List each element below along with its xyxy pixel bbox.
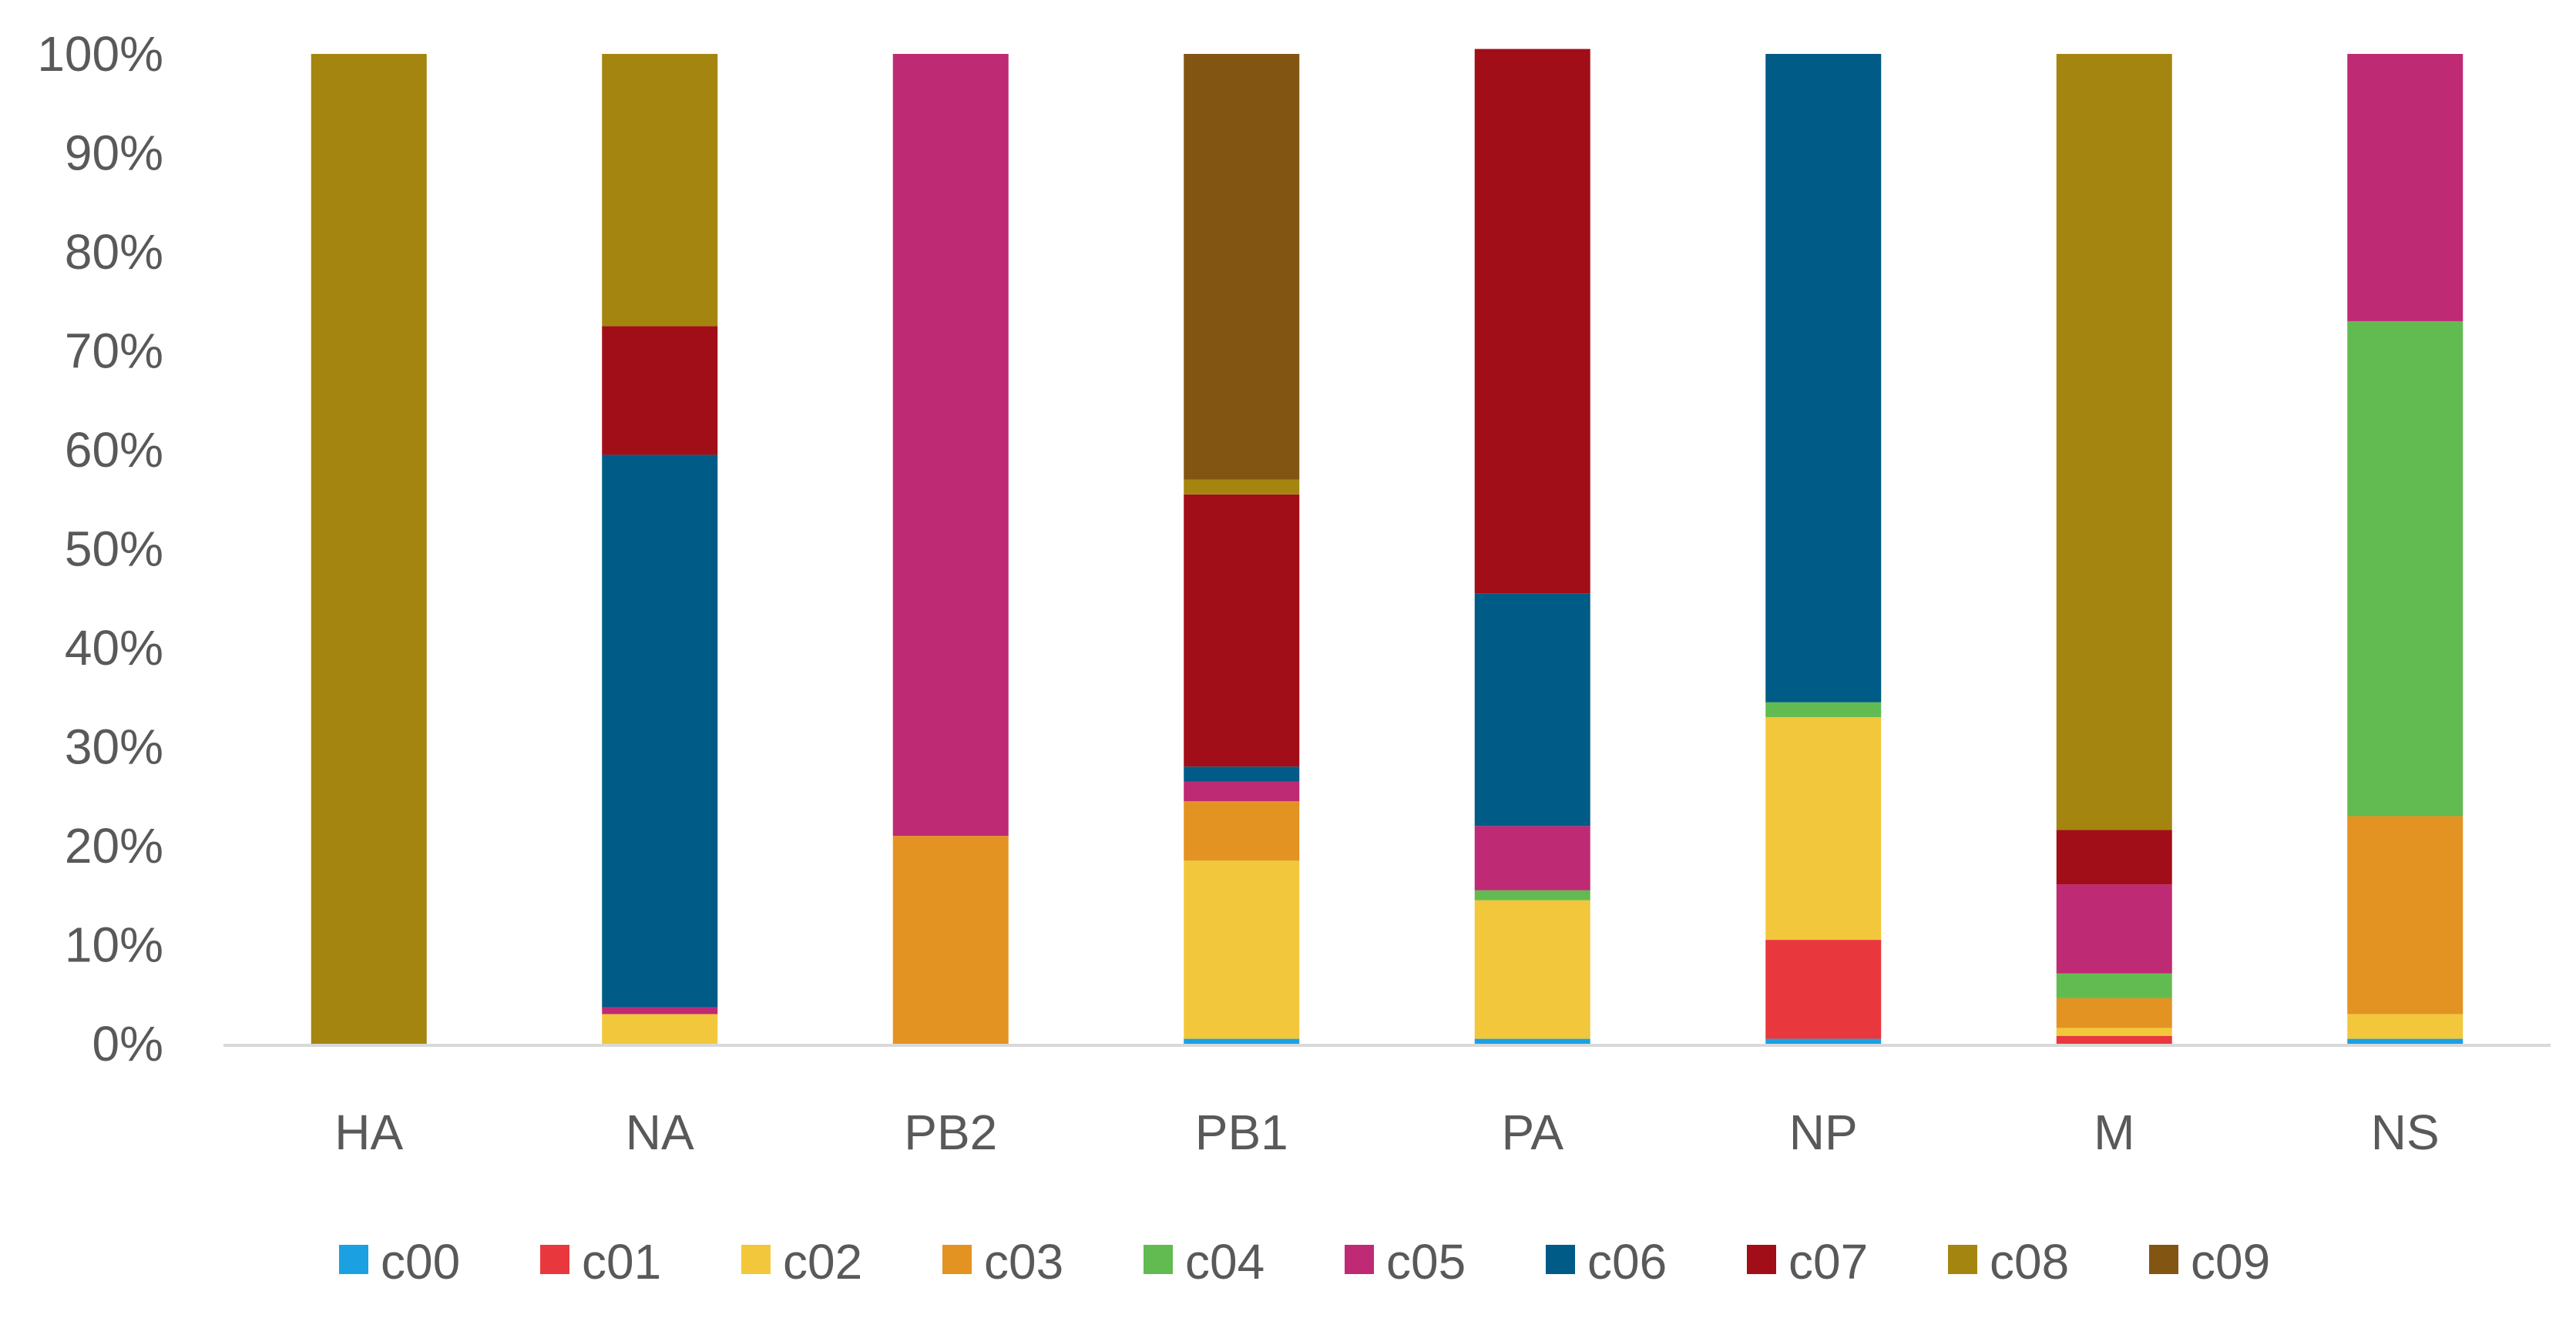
legend-label-c01: c01 bbox=[582, 1234, 661, 1289]
legend-label-c07: c07 bbox=[1788, 1234, 1868, 1289]
legend-swatch-c01 bbox=[540, 1245, 569, 1274]
legend: c00 c01 c02 c03 c04 c05 c06 c07 c08 c09 bbox=[339, 1234, 2270, 1289]
y-tick-label: 0% bbox=[92, 1016, 164, 1072]
bar-segment-PB2-c05 bbox=[892, 54, 1009, 837]
x-tick-label: NA bbox=[626, 1105, 694, 1160]
bar-segment-PA-c05 bbox=[1474, 826, 1590, 890]
x-tick-label: PB1 bbox=[1195, 1105, 1288, 1160]
bar-segment-NP-c04 bbox=[1765, 702, 1882, 717]
x-tick-label: PA bbox=[1501, 1105, 1563, 1160]
legend-label-c09: c09 bbox=[2191, 1234, 2270, 1289]
bar-segment-NS-c00 bbox=[2347, 1038, 2463, 1044]
bar-segment-PA-c02 bbox=[1474, 900, 1590, 1039]
bar-segment-M-c01 bbox=[2056, 1035, 2172, 1044]
legend-label-c04: c04 bbox=[1185, 1234, 1264, 1289]
y-tick-label: 50% bbox=[65, 521, 163, 577]
bar-segment-NS-c03 bbox=[2347, 816, 2463, 1014]
bar-segment-NA-c02 bbox=[602, 1014, 718, 1044]
bar-segment-NP-c00 bbox=[1765, 1038, 1882, 1044]
bar-segment-PB1-c03 bbox=[1184, 801, 1300, 861]
x-tick-label: NP bbox=[1789, 1105, 1858, 1160]
bar-segment-NP-c01 bbox=[1765, 940, 1882, 1039]
y-tick-label: 60% bbox=[65, 422, 163, 478]
bar-segment-M-c08 bbox=[2056, 54, 2172, 830]
bar-stacks bbox=[311, 49, 2463, 1044]
y-tick-label: 40% bbox=[65, 620, 163, 676]
legend-swatch-c06 bbox=[1546, 1245, 1575, 1274]
bar-segment-M-c03 bbox=[2056, 998, 2172, 1028]
legend-swatch-c00 bbox=[339, 1245, 368, 1274]
bar-segment-NA-c07 bbox=[602, 326, 718, 455]
legend-label-c02: c02 bbox=[783, 1234, 862, 1289]
legend-swatch-c04 bbox=[1144, 1245, 1173, 1274]
y-tick-label: 100% bbox=[37, 26, 163, 82]
bar-segment-NP-c02 bbox=[1765, 716, 1882, 941]
bar-segment-PA-c04 bbox=[1474, 890, 1590, 900]
bar-segment-NA-c05 bbox=[602, 1007, 718, 1014]
y-tick-label: 30% bbox=[65, 719, 163, 775]
bar-segment-PB1-c02 bbox=[1184, 860, 1300, 1039]
x-tick-label: PB2 bbox=[904, 1105, 997, 1160]
bar-segment-NS-c04 bbox=[2347, 320, 2463, 817]
legend-swatch-c09 bbox=[2149, 1245, 2178, 1274]
x-tick-label: NS bbox=[2371, 1105, 2440, 1160]
bar-segment-NS-c05 bbox=[2347, 54, 2463, 321]
y-tick-label: 90% bbox=[65, 126, 163, 181]
legend-swatch-c05 bbox=[1345, 1245, 1374, 1274]
legend-swatch-c08 bbox=[1948, 1245, 1977, 1274]
legend-label-c06: c06 bbox=[1587, 1234, 1667, 1289]
legend-swatch-c03 bbox=[942, 1245, 972, 1274]
y-tick-label: 80% bbox=[65, 224, 163, 280]
bar-segment-NS-c02 bbox=[2347, 1014, 2463, 1039]
legend-label-c00: c00 bbox=[381, 1234, 460, 1289]
x-axis-categories: HA NA PB2 PB1 PA NP M NS bbox=[334, 1105, 2439, 1160]
bar-segment-PA-c06 bbox=[1474, 593, 1590, 827]
bar-segment-PB1-c09 bbox=[1184, 54, 1300, 480]
legend-label-c05: c05 bbox=[1386, 1234, 1466, 1289]
bar-segment-HA-c08 bbox=[311, 54, 427, 1044]
bar-segment-NA-c08 bbox=[602, 54, 718, 327]
bar-segment-PA-c00 bbox=[1474, 1038, 1590, 1044]
bar-segment-PA-c07 bbox=[1474, 49, 1590, 594]
y-tick-label: 20% bbox=[65, 818, 163, 874]
legend-swatch-c02 bbox=[741, 1245, 771, 1274]
bar-segment-PB1-c07 bbox=[1184, 494, 1300, 767]
bar-segment-PB1-c05 bbox=[1184, 781, 1300, 802]
bar-segment-PB1-c00 bbox=[1184, 1038, 1300, 1044]
bar-segment-PB2-c03 bbox=[892, 836, 1009, 1044]
bar-segment-PB1-c06 bbox=[1184, 766, 1300, 782]
bar-segment-NA-c06 bbox=[602, 454, 718, 1008]
legend-label-c08: c08 bbox=[1990, 1234, 2069, 1289]
y-tick-label: 10% bbox=[65, 917, 163, 973]
x-tick-label: HA bbox=[334, 1105, 403, 1160]
legend-label-c03: c03 bbox=[984, 1234, 1063, 1289]
bar-segment-NP-c06 bbox=[1765, 54, 1882, 703]
y-axis-ticks: 0% 10% 20% 30% 40% 50% 60% 70% 80% 90% 100% bbox=[37, 26, 163, 1072]
legend-swatch-c07 bbox=[1747, 1245, 1776, 1274]
x-tick-label: M bbox=[2094, 1105, 2134, 1160]
bar-segment-M-c02 bbox=[2056, 1028, 2172, 1036]
bar-segment-M-c04 bbox=[2056, 973, 2172, 998]
bar-segment-PB1-c08 bbox=[1184, 479, 1300, 495]
y-tick-label: 70% bbox=[65, 324, 163, 379]
bar-segment-M-c05 bbox=[2056, 884, 2172, 974]
bar-segment-M-c07 bbox=[2056, 830, 2172, 885]
